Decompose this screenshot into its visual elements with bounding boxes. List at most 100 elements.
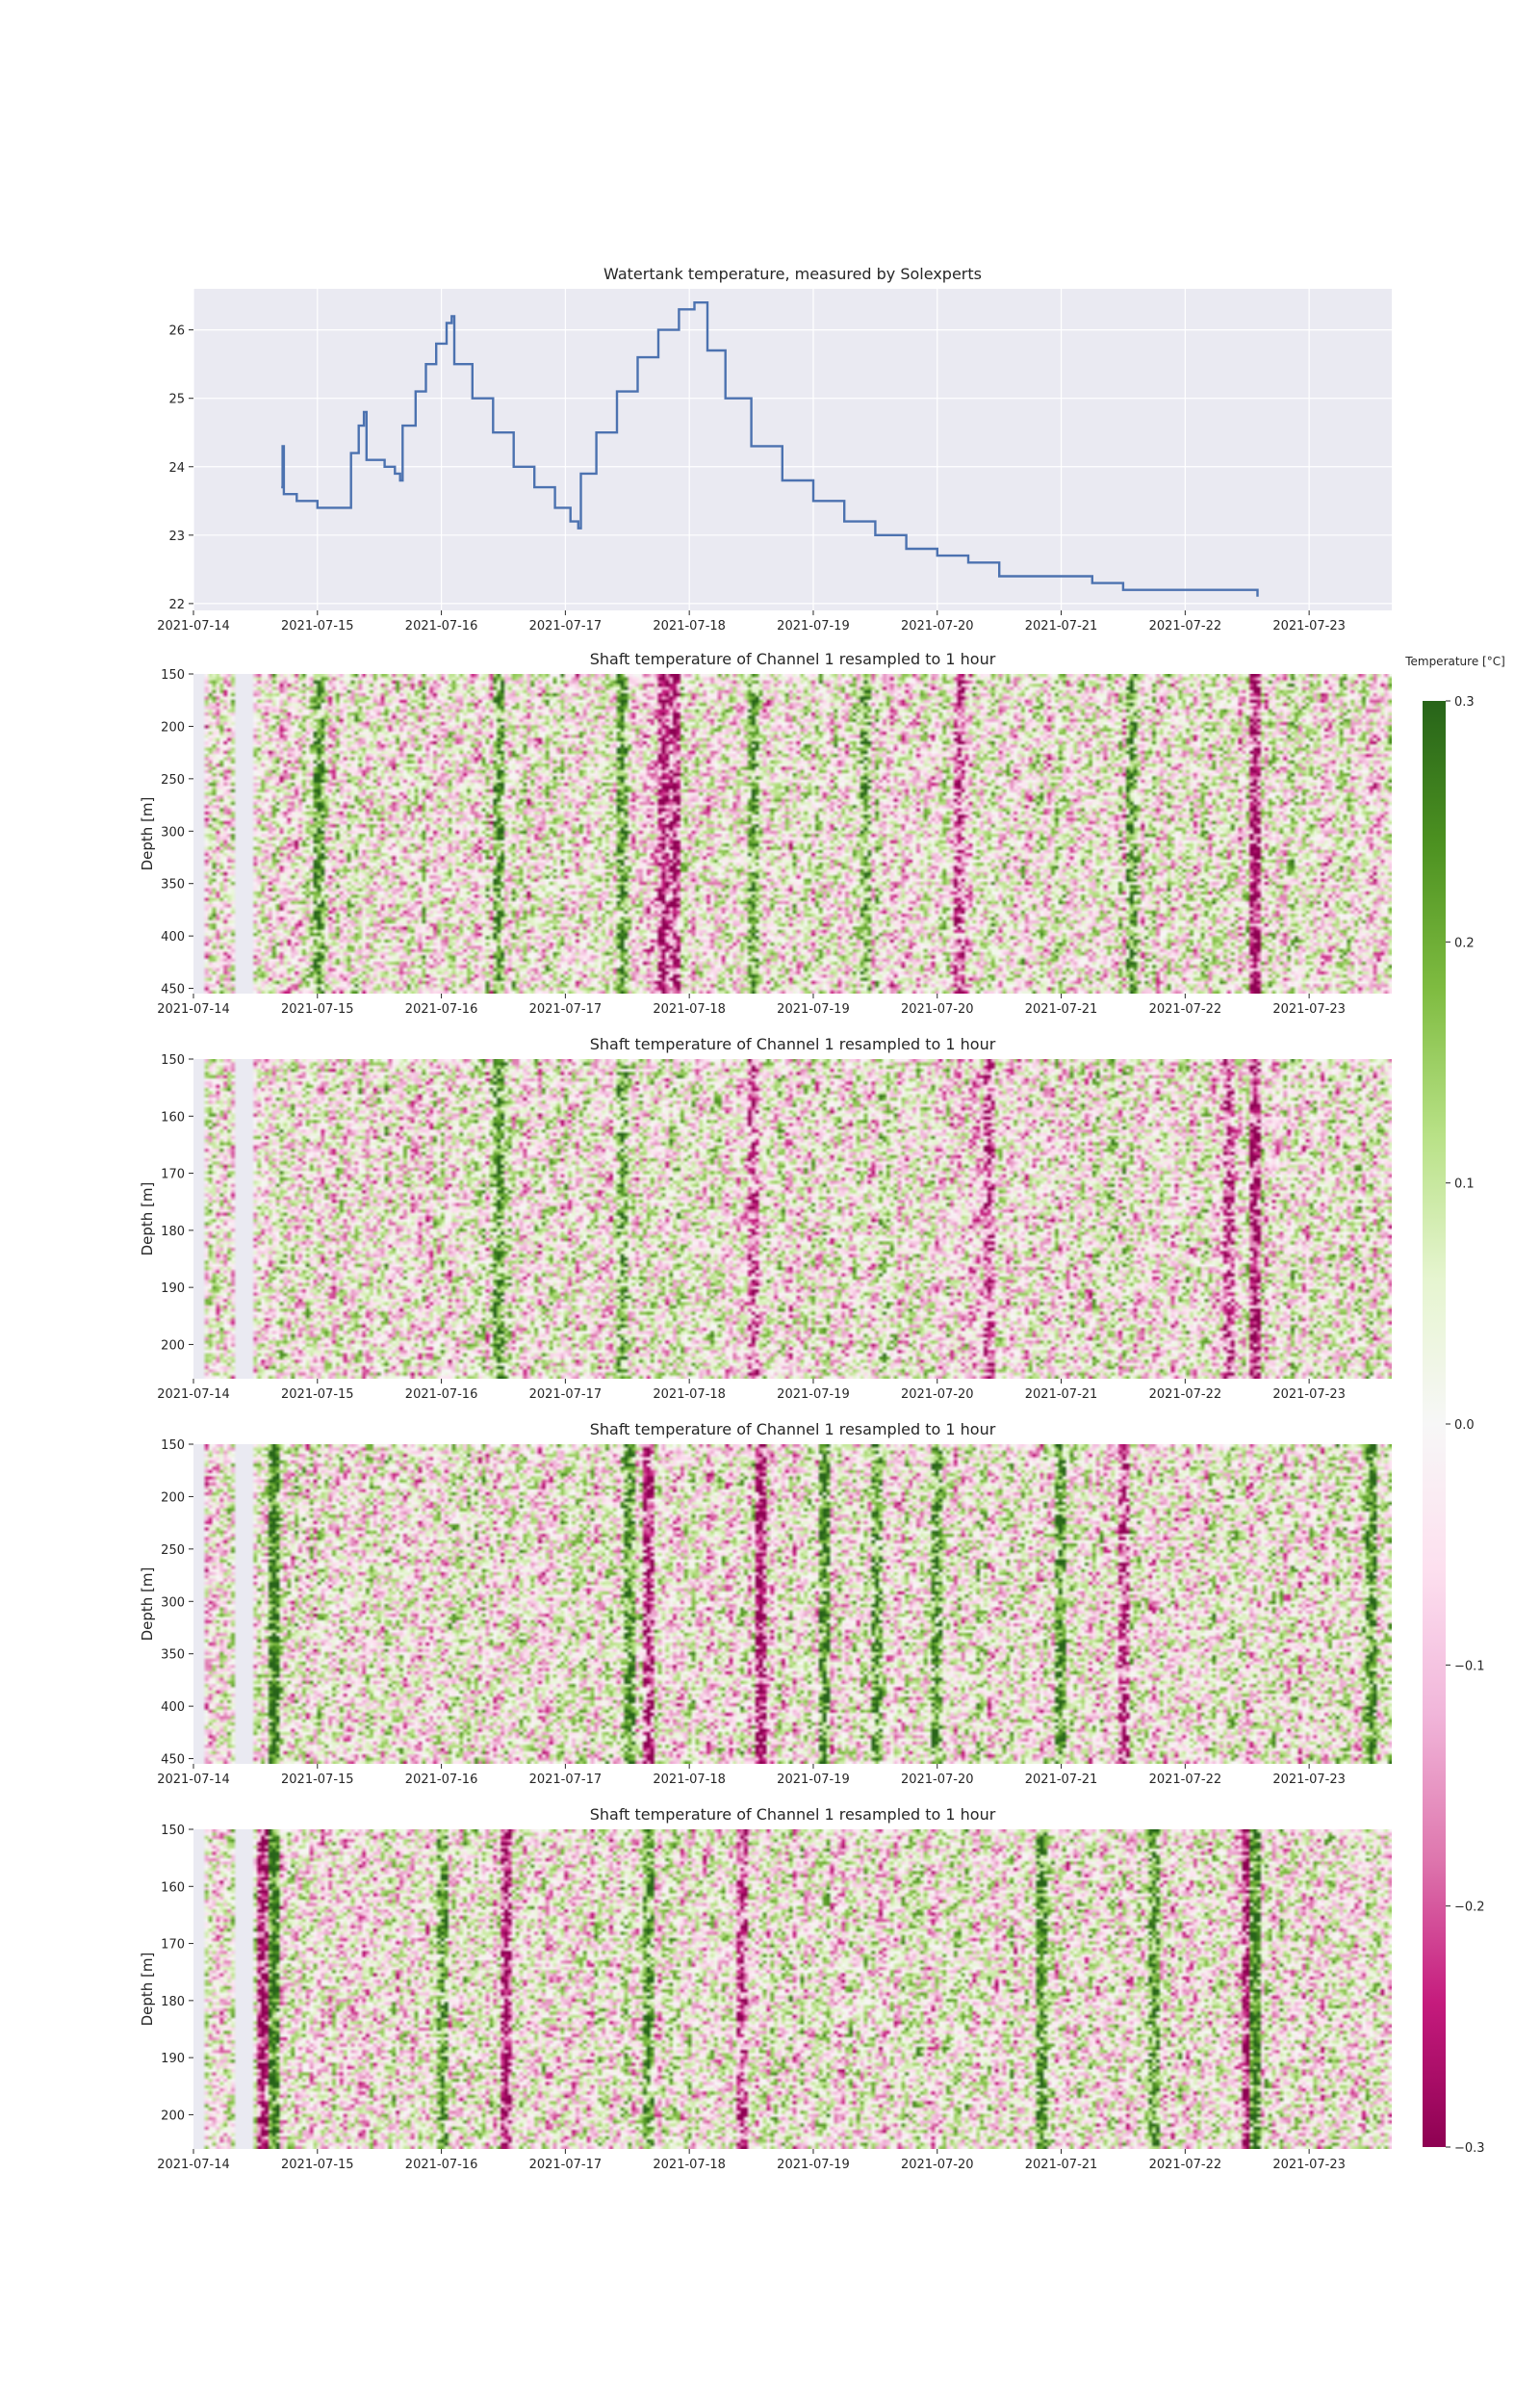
y-tick-label: 300 [161,825,185,840]
colorbar-gradient [1423,701,1446,2147]
x-tick-label: 2021-07-14 [157,1387,230,1402]
x-tick-label: 2021-07-14 [157,1773,230,1787]
y-tick-label: 160 [161,1880,185,1895]
x-tick-label: 2021-07-23 [1272,619,1346,634]
x-tick-label: 2021-07-23 [1272,1773,1346,1787]
x-tick-label: 2021-07-20 [901,1387,974,1402]
x-tick-label: 2021-07-18 [653,1773,726,1787]
y-tick-label: 150 [161,668,185,683]
shaft-temperature-heatmap: 150 200 250 300 350 400 450 Shaft temperature o… [139,650,1392,997]
colorbar-tick-label: −0.3 [1454,2141,1485,2156]
y-tick-label: 160 [161,1110,185,1125]
x-tick-label: 2021-07-20 [901,1773,974,1787]
colorbar-title: Temperature [°C] [1404,655,1505,668]
chart-title: Watertank temperature, measured by Solex… [603,265,982,283]
x-tick-label: 2021-07-19 [777,1387,850,1402]
x-tick-label: 2021-07-21 [1025,1387,1098,1402]
colorbar-tick-label: 0.1 [1454,1178,1475,1192]
plot-area [193,289,1392,610]
x-tick-label: 2021-07-19 [777,2158,850,2172]
x-tick-label: 2021-07-19 [777,1002,850,1017]
x-tick-label: 2021-07-16 [405,1387,478,1402]
x-tick-label: 2021-07-17 [529,2158,603,2172]
x-tick-label: 2021-07-22 [1149,2158,1222,2172]
shaft-temperature-heatmap: 150 160 170 180 190 200 Shaft temperature of C… [139,1805,1392,2149]
x-axis: 2021-07-14 2021-07-15 2021-07-16 2021-07-17… [157,994,1346,1017]
chart-title: Shaft temperature of Channel 1 resampled… [590,1035,996,1053]
y-tick-label: 200 [161,2109,185,2123]
x-tick-label: 2021-07-16 [405,2158,478,2172]
y-tick-label: 22 [168,598,185,612]
x-tick-label: 2021-07-20 [901,1002,974,1017]
y-tick-label: 300 [161,1595,185,1610]
chart-title: Shaft temperature of Channel 1 resampled… [590,1805,996,1824]
colorbar-tick-label: −0.1 [1454,1659,1485,1673]
x-tick-label: 2021-07-19 [777,1773,850,1787]
x-tick-label: 2021-07-23 [1272,2158,1346,2172]
y-tick-label: 150 [161,1824,185,1838]
y-tick-label: 190 [161,2052,185,2066]
x-tick-label: 2021-07-15 [281,1002,354,1017]
x-tick-label: 2021-07-18 [653,1002,726,1017]
x-tick-label: 2021-07-15 [281,1387,354,1402]
x-tick-label: 2021-07-17 [529,1002,603,1017]
colorbar-tick-label: 0.2 [1454,936,1475,950]
colorbar-tick-label: 0.3 [1454,695,1475,710]
x-tick-label: 2021-07-14 [157,619,230,634]
y-tick-label: 170 [161,1168,185,1182]
x-tick-label: 2021-07-20 [901,2158,974,2172]
x-tick-label: 2021-07-17 [529,1773,603,1787]
y-tick-label: 450 [161,1753,185,1768]
y-tick-label: 150 [161,1438,185,1453]
y-tick-label: 180 [161,1995,185,2009]
x-tick-label: 2021-07-22 [1149,1387,1222,1402]
x-tick-label: 2021-07-21 [1025,2158,1098,2172]
x-tick-label: 2021-07-20 [901,619,974,634]
watertank-temperature-chart: 22 23 24 25 26 Watertank temperature, measure… [168,265,1392,612]
x-tick-label: 2021-07-17 [529,1387,603,1402]
heatmap-image [193,1059,1392,1379]
x-tick-label: 2021-07-16 [405,619,478,634]
x-axis: 2021-07-14 2021-07-15 2021-07-16 2021-07-17… [157,2149,1346,2172]
y-tick-label: 450 [161,983,185,997]
y-tick-label: 150 [161,1053,185,1068]
heatmap-image [193,1444,1392,1764]
y-tick-label: 26 [168,324,185,339]
x-tick-label: 2021-07-18 [653,2158,726,2172]
chart-title: Shaft temperature of Channel 1 resampled… [590,1420,996,1438]
x-tick-label: 2021-07-17 [529,619,603,634]
x-tick-label: 2021-07-23 [1272,1387,1346,1402]
x-tick-label: 2021-07-15 [281,619,354,634]
y-tick-label: 170 [161,1938,185,1953]
y-tick-label: 350 [161,878,185,893]
x-tick-label: 2021-07-22 [1149,1773,1222,1787]
x-tick-label: 2021-07-14 [157,1002,230,1017]
y-tick-label: 200 [161,720,185,735]
x-tick-label: 2021-07-22 [1149,1002,1222,1017]
x-tick-label: 2021-07-19 [777,619,850,634]
x-tick-label: 2021-07-14 [157,2158,230,2172]
y-tick-label: 400 [161,930,185,945]
x-axis: 2021-07-14 2021-07-15 2021-07-16 2021-07-17… [157,610,1346,634]
y-axis-label: Depth [m] [139,1182,156,1256]
x-tick-label: 2021-07-22 [1149,619,1222,634]
heatmap-image [193,1829,1392,2149]
y-tick-label: 180 [161,1225,185,1239]
heatmap-image [193,674,1392,994]
x-tick-label: 2021-07-23 [1272,1002,1346,1017]
y-tick-label: 23 [168,530,185,544]
chart-title: Shaft temperature of Channel 1 resampled… [590,650,996,668]
y-tick-label: 190 [161,1281,185,1296]
x-tick-label: 2021-07-18 [653,619,726,634]
x-tick-label: 2021-07-21 [1025,1773,1098,1787]
x-tick-label: 2021-07-18 [653,1387,726,1402]
colorbar-tick-label: 0.0 [1454,1418,1475,1433]
y-tick-label: 200 [161,1338,185,1353]
y-tick-label: 24 [168,461,185,476]
x-tick-label: 2021-07-15 [281,1773,354,1787]
y-axis-label: Depth [m] [139,797,156,871]
y-axis-label: Depth [m] [139,1953,156,2027]
x-axis: 2021-07-14 2021-07-15 2021-07-16 2021-07-17… [157,1764,1346,1787]
temperature-series-line [281,301,1259,597]
